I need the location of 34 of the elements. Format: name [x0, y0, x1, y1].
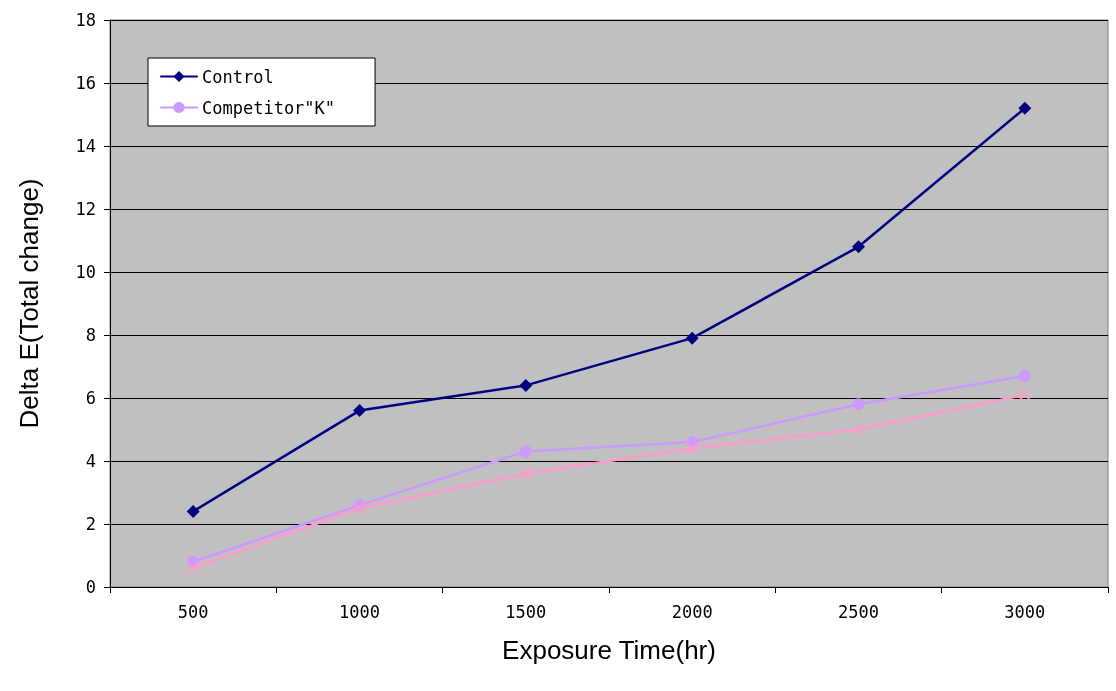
y-tick-label: 4: [85, 451, 96, 471]
point: [685, 441, 699, 455]
x-tick-label: 500: [177, 601, 209, 622]
point: [1018, 369, 1031, 382]
x-tick-label: 1500: [505, 601, 547, 622]
legend-label: Control: [202, 66, 274, 87]
y-tick-label: 8: [85, 325, 96, 345]
y-tick-label: 12: [75, 199, 96, 219]
point: [852, 423, 865, 436]
point: [685, 331, 699, 345]
point: [519, 445, 532, 458]
point: [519, 378, 533, 392]
y-tick-label: 0: [85, 577, 96, 597]
y-tick-label: 16: [75, 73, 96, 93]
y-tick-label: 6: [85, 388, 96, 408]
x-tick-label: 2000: [671, 601, 713, 622]
y-tick-label: 10: [75, 262, 96, 282]
y-tick-label: 14: [75, 136, 96, 156]
y-tick-label: 18: [75, 10, 96, 30]
point: [353, 404, 366, 418]
point: [186, 561, 200, 575]
x-tick-label: 3000: [1004, 601, 1046, 622]
point: [519, 467, 533, 481]
x-tick-label: 2500: [838, 601, 879, 622]
y-tick-label: 2: [85, 514, 96, 534]
point: [186, 504, 200, 518]
point: [852, 398, 865, 411]
x-tick-label: 1000: [339, 601, 380, 622]
point: [1018, 101, 1032, 115]
point: [1018, 388, 1032, 402]
point: [852, 240, 865, 254]
x-axis-title: Exposure Time(hr): [502, 635, 716, 665]
legend-label: Competitor"K": [202, 97, 336, 118]
y-axis-title: Delta E(Total change): [14, 178, 44, 429]
